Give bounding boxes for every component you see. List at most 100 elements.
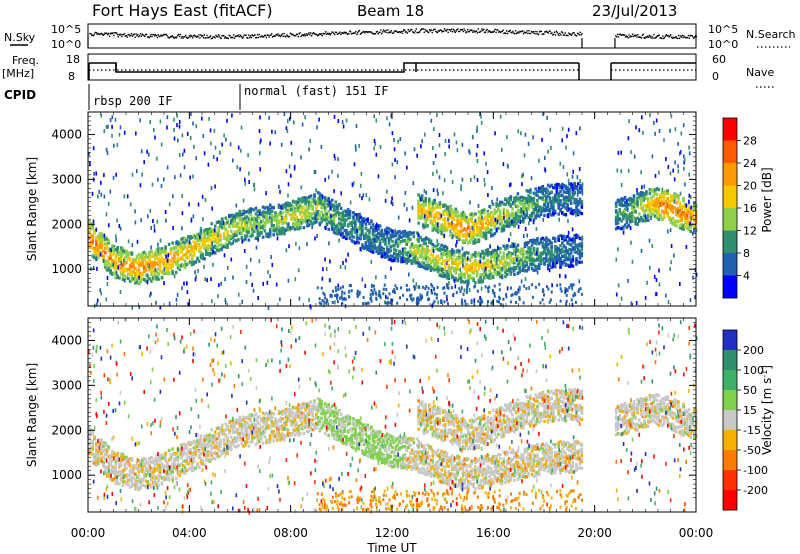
power-cell <box>382 236 385 241</box>
power-cell <box>472 225 475 229</box>
power-cell <box>405 258 408 262</box>
nsky-point <box>514 33 516 35</box>
power-cell <box>465 251 468 255</box>
power-noise <box>522 172 524 177</box>
power-cell <box>504 224 507 228</box>
nsky-point <box>529 32 532 35</box>
nsky-point <box>328 32 331 35</box>
power-cell <box>180 244 183 248</box>
power-cell <box>242 209 245 213</box>
power-cell <box>456 234 459 238</box>
power-noise <box>438 133 441 137</box>
power-cell <box>373 225 377 229</box>
power-cell <box>424 266 427 271</box>
power-cell <box>387 250 391 254</box>
nsky-point <box>622 33 624 36</box>
nsky-point <box>638 36 640 38</box>
power-cell <box>306 224 309 228</box>
power-cell <box>96 237 100 241</box>
power-cell <box>569 264 573 268</box>
power-cell <box>472 253 475 257</box>
power-cell <box>456 229 459 233</box>
power-cell <box>315 217 318 221</box>
power-cell <box>368 241 371 245</box>
power-cell <box>537 189 541 193</box>
power-cell <box>527 194 530 198</box>
nsky-point <box>354 32 356 34</box>
nsky-point <box>326 33 328 35</box>
nsky-point <box>546 31 549 34</box>
power-cell <box>463 280 466 284</box>
power-noise <box>544 155 546 160</box>
power-cell <box>569 251 573 255</box>
nsky-point <box>178 35 181 38</box>
nsky-point <box>398 31 401 33</box>
power-cell <box>616 217 620 221</box>
power-cell <box>566 199 569 203</box>
power-cell <box>231 221 235 225</box>
power-cell <box>657 200 661 204</box>
nsky-point <box>368 31 370 33</box>
nsky-point <box>289 32 292 34</box>
power-cell <box>362 236 366 240</box>
power-cell <box>435 258 438 262</box>
power-cell <box>235 224 238 228</box>
nsky-point <box>553 31 556 33</box>
power-cell <box>491 249 495 253</box>
power-cell <box>433 213 436 217</box>
power-cell <box>687 221 691 225</box>
power-cell <box>442 212 445 216</box>
nsky-point <box>513 32 515 34</box>
power-cell <box>475 263 479 267</box>
power-cell <box>345 236 348 241</box>
nsky-point <box>315 33 317 36</box>
power-cell <box>514 199 518 203</box>
nsearch-label: N.Search <box>746 28 796 41</box>
power-cell <box>543 209 546 213</box>
power-cell <box>197 238 201 242</box>
nsky-point <box>423 31 425 33</box>
power-cell <box>525 207 529 211</box>
power-cell <box>630 206 634 210</box>
nsky-point <box>219 37 221 39</box>
nsky-point <box>189 36 191 38</box>
nsky-point <box>168 37 170 39</box>
power-cell <box>114 257 118 261</box>
power-cell <box>268 231 272 235</box>
nsky-point <box>155 35 158 37</box>
power-cell <box>550 206 553 210</box>
power-cell <box>417 204 420 208</box>
power-noise <box>663 138 665 143</box>
power-cell <box>525 241 529 245</box>
power-cell <box>123 274 127 278</box>
nsky-point <box>214 37 216 39</box>
nsky-point <box>422 28 425 30</box>
power-cell <box>366 246 369 250</box>
power-cell <box>182 236 185 240</box>
power-cell <box>630 198 634 202</box>
nsky-point <box>637 34 639 36</box>
power-cell <box>500 220 504 224</box>
power-cell <box>327 204 330 208</box>
power-cell <box>345 231 348 235</box>
power-cell <box>545 259 548 263</box>
power-cell <box>438 216 442 220</box>
power-cell <box>311 207 314 211</box>
power-cell <box>143 266 146 270</box>
power-cell <box>668 203 671 207</box>
power-cell <box>104 263 107 267</box>
power-cell <box>636 192 639 196</box>
power-cell <box>495 222 498 226</box>
power-cell <box>391 229 394 233</box>
power-cell <box>435 213 438 217</box>
power-cell <box>454 227 458 231</box>
power-cell <box>422 200 426 204</box>
power-cell <box>675 209 678 213</box>
power-cell <box>470 236 474 241</box>
power-cell <box>307 223 311 227</box>
power-cell <box>552 196 555 200</box>
power-cell <box>359 237 362 241</box>
power-cell <box>513 258 516 263</box>
power-cell <box>416 251 419 255</box>
power-cell <box>636 222 639 226</box>
